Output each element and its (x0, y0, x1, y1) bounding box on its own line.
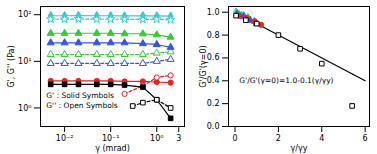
svg-text:4: 4 (319, 134, 324, 143)
svg-text:0.4: 0.4 (207, 76, 220, 85)
svg-text:γ/γy: γ/γy (291, 144, 308, 153)
svg-text:2: 2 (276, 134, 281, 143)
svg-text:0.0: 0.0 (207, 122, 220, 131)
svg-text:0.6: 0.6 (207, 53, 220, 62)
svg-text:γ (mrad): γ (mrad) (95, 144, 130, 153)
svg-text:0: 0 (232, 134, 237, 143)
svg-text:0.2: 0.2 (207, 99, 220, 108)
svg-text:6: 6 (363, 134, 368, 143)
svg-text:G', G'' (Pa): G', G'' (Pa) (7, 45, 16, 87)
svg-text:G'' : Open Symbols: G'' : Open Symbols (46, 101, 118, 110)
svg-text:G' : Solid Symbols: G' : Solid Symbols (46, 91, 114, 100)
svg-text:10⁻¹: 10⁻¹ (102, 134, 120, 143)
svg-text:G'/G'(γ=0): G'/G'(γ=0) (199, 45, 208, 87)
svg-text:10¹: 10¹ (18, 57, 31, 66)
svg-text:10⁻²: 10⁻² (56, 134, 74, 143)
svg-text:3: 3 (176, 134, 181, 143)
svg-text:1.0: 1.0 (207, 8, 220, 17)
svg-text:0.8: 0.8 (207, 31, 220, 40)
svg-text:G'/G'(γ=0)=1.0-0.1(γ/γy): G'/G'(γ=0)=1.0-0.1(γ/γy) (239, 76, 333, 85)
svg-text:10²: 10² (18, 10, 31, 19)
svg-text:10⁰: 10⁰ (18, 104, 31, 113)
svg-text:10⁰: 10⁰ (150, 134, 163, 143)
